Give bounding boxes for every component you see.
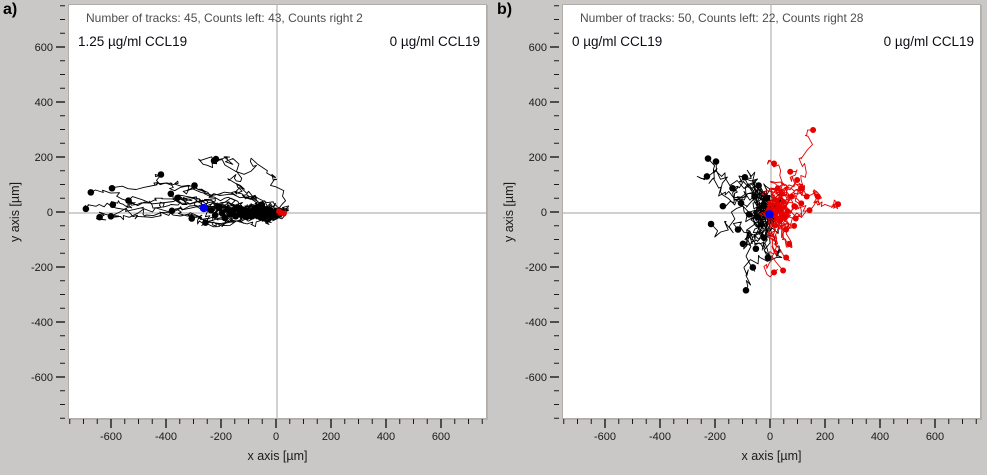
- condition-label-right-b: 0 µg/ml CCL19: [883, 34, 974, 49]
- svg-text:400: 400: [35, 97, 53, 109]
- y-axis-label-a: y axis [µm]: [8, 182, 22, 242]
- panel-a-label: a): [3, 1, 18, 18]
- svg-text:-200: -200: [31, 262, 53, 274]
- svg-text:-600: -600: [525, 372, 547, 384]
- track-stats-header-b: Number of tracks: 50, Counts left: 22, C…: [580, 11, 864, 25]
- svg-text:-600: -600: [594, 431, 616, 443]
- svg-text:200: 200: [35, 152, 53, 164]
- svg-text:600: 600: [529, 42, 547, 54]
- svg-text:600: 600: [432, 431, 450, 443]
- svg-text:0: 0: [541, 207, 547, 219]
- panel-b-label: b): [497, 1, 513, 18]
- track-stats-header-a: Number of tracks: 45, Counts left: 43, C…: [86, 11, 363, 25]
- svg-text:200: 200: [529, 152, 547, 164]
- svg-text:200: 200: [816, 431, 834, 443]
- panel-b: b) Number of tracks: 50, Counts left: 22…: [494, 0, 987, 475]
- x-axis-label-b: x axis [µm]: [741, 449, 802, 463]
- svg-text:600: 600: [926, 431, 944, 443]
- condition-label-left-b: 0 µg/ml CCL19: [572, 34, 663, 49]
- svg-text:-400: -400: [649, 431, 671, 443]
- svg-text:-400: -400: [31, 317, 53, 329]
- condition-label-left-a: 1.25 µg/ml CCL19: [78, 34, 188, 49]
- svg-text:-200: -200: [210, 431, 232, 443]
- svg-text:-400: -400: [155, 431, 177, 443]
- svg-text:200: 200: [322, 431, 340, 443]
- svg-text:-200: -200: [525, 262, 547, 274]
- tracks-canvas-a: [69, 5, 486, 418]
- svg-text:-600: -600: [31, 372, 53, 384]
- condition-label-right-a: 0 µg/ml CCL19: [389, 34, 480, 49]
- svg-text:400: 400: [377, 431, 395, 443]
- svg-text:-600: -600: [100, 431, 122, 443]
- plot-area-a: Number of tracks: 45, Counts left: 43, C…: [68, 4, 487, 419]
- svg-text:-400: -400: [525, 317, 547, 329]
- svg-text:0: 0: [273, 431, 279, 443]
- y-axis-label-b: y axis [µm]: [502, 182, 516, 242]
- svg-text:400: 400: [871, 431, 889, 443]
- svg-text:600: 600: [35, 42, 53, 54]
- svg-text:0: 0: [767, 431, 773, 443]
- tracks-canvas-b: [563, 5, 980, 418]
- plot-area-b: Number of tracks: 50, Counts left: 22, C…: [562, 4, 981, 419]
- svg-text:400: 400: [529, 97, 547, 109]
- x-axis-label-a: x axis [µm]: [247, 449, 308, 463]
- panel-a: a) Number of tracks: 45, Counts left: 43…: [0, 0, 493, 475]
- svg-text:-200: -200: [704, 431, 726, 443]
- svg-text:0: 0: [47, 207, 53, 219]
